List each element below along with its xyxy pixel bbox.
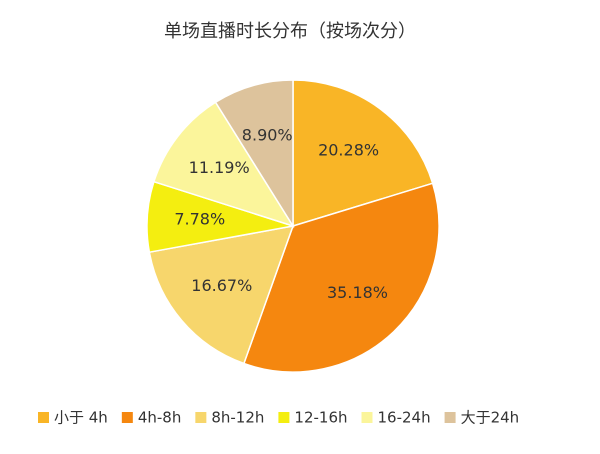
legend-swatch bbox=[38, 412, 49, 423]
legend-label: 小于 4h bbox=[54, 409, 108, 427]
legend-label: 8h-12h bbox=[211, 409, 264, 427]
slice-label: 20.28% bbox=[318, 140, 379, 159]
legend-swatch bbox=[361, 412, 373, 423]
legend-swatch bbox=[278, 412, 290, 423]
pie-slice bbox=[242, 182, 440, 373]
chart-title: 单场直播时长分布（按场次分） bbox=[164, 21, 416, 42]
legend-label: 12-16h bbox=[294, 409, 347, 427]
legend-label: 16-24h bbox=[378, 409, 431, 427]
legend-swatch bbox=[195, 412, 207, 423]
legend-swatch bbox=[121, 412, 133, 423]
pie-slice bbox=[152, 101, 295, 228]
pie-slice bbox=[214, 79, 294, 229]
slice-label: 16.67% bbox=[191, 276, 252, 295]
pie-slice bbox=[148, 225, 295, 365]
slice-label: 7.78% bbox=[174, 210, 225, 229]
legend-swatch bbox=[444, 412, 456, 423]
legend-label: 4h-8h bbox=[138, 409, 182, 427]
slice-label: 11.19% bbox=[189, 158, 250, 177]
slice-label: 35.18% bbox=[327, 283, 388, 302]
legend-label: 大于24h bbox=[461, 409, 520, 427]
pie-slice bbox=[292, 79, 434, 228]
slice-label: 8.90% bbox=[242, 126, 293, 145]
